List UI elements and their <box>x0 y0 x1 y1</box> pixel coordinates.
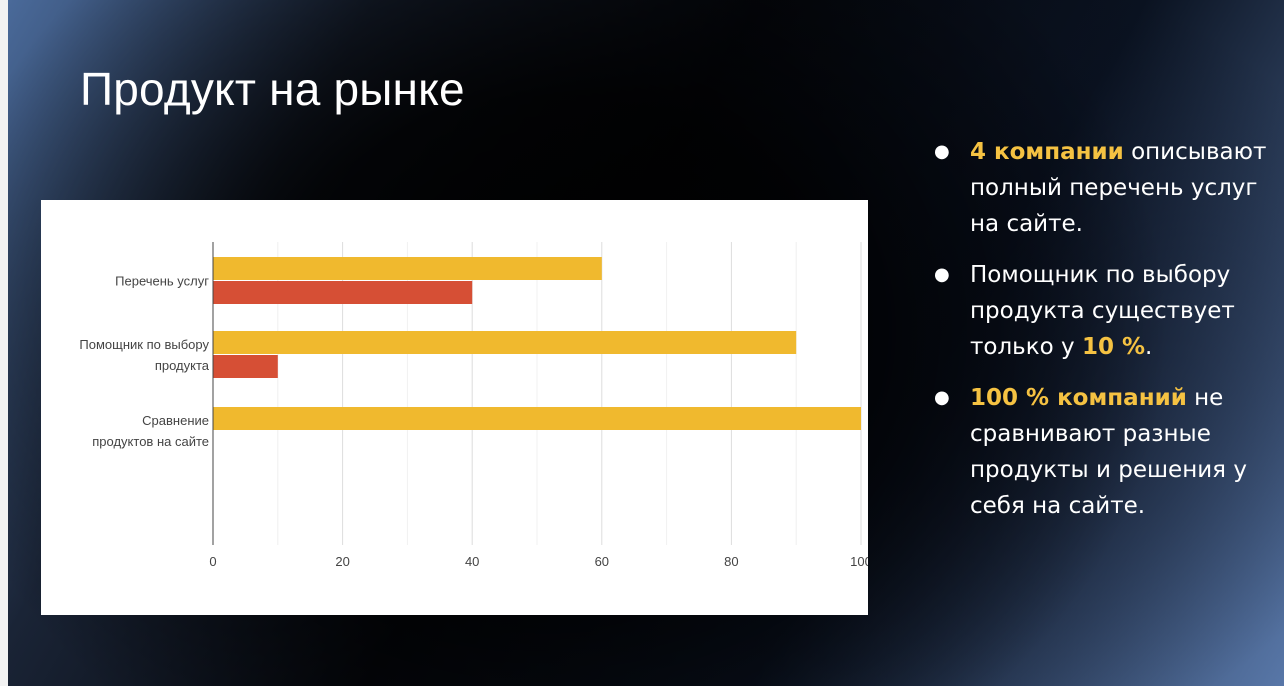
slide-title: Продукт на рынке <box>80 63 465 115</box>
bar <box>213 257 602 280</box>
bullet-text: Помощник по выбору продукта существует т… <box>970 262 1235 360</box>
bullet-highlight-text: 4 компании <box>970 139 1124 165</box>
category-label: Помощник по выбору <box>79 337 209 352</box>
category-label: продуктов на сайте <box>92 434 209 449</box>
bullet-item: ● Помощник по выбору продукта существует … <box>930 257 1270 365</box>
bullet-highlight-text: 100 % компаний <box>970 385 1187 411</box>
bullet-text: описывают полный перечень услуг на сайте… <box>970 139 1267 237</box>
slide: Продукт на рынке 0 20 40 60 80 100 Перечень ус… <box>8 0 1284 686</box>
bar <box>213 331 797 354</box>
bullet-item: ● 100 % компаний не сравнивают разные про… <box>930 380 1270 524</box>
bullet-dot-icon: ● <box>934 141 950 162</box>
bar-chart: 0 20 40 60 80 100 Перечень услуг Помощник по вы… <box>79 242 868 569</box>
bar <box>213 355 278 378</box>
bullet-highlight-text: 10 % <box>1081 334 1145 360</box>
bullet-dot-icon: ● <box>934 387 950 408</box>
bullet-text: . <box>1145 334 1153 360</box>
category-label: Сравнение <box>142 413 209 428</box>
bullet-list: ● 4 компании описывают полный перечень ус… <box>930 134 1270 539</box>
category-label: продукта <box>155 358 210 373</box>
x-tick-label: 40 <box>465 554 479 569</box>
x-tick-label: 100 <box>850 554 868 569</box>
x-tick-label: 60 <box>595 554 609 569</box>
bullet-text: не сравнивают разные продукты и решения … <box>970 385 1247 519</box>
category-label: Перечень услуг <box>115 274 209 289</box>
x-tick-label: 80 <box>724 554 738 569</box>
bar <box>213 281 473 304</box>
x-tick-label: 20 <box>335 554 349 569</box>
bullet-dot-icon: ● <box>934 264 950 285</box>
bullet-item: ● 4 компании описывают полный перечень ус… <box>930 134 1270 242</box>
x-tick-label: 0 <box>209 554 216 569</box>
bar <box>213 407 861 430</box>
bar-chart-panel: 0 20 40 60 80 100 Перечень услуг Помощник по вы… <box>41 200 868 615</box>
